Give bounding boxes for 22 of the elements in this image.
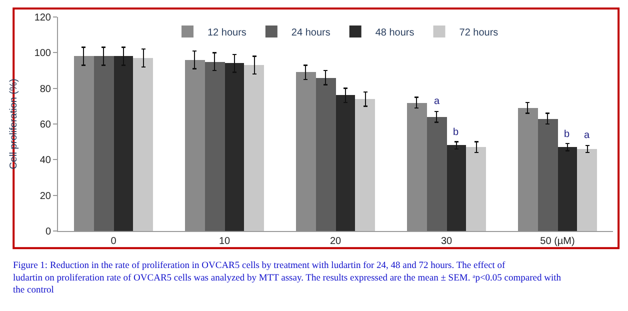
y-tick-label: 20 xyxy=(40,190,52,202)
x-tick-label: 0 xyxy=(110,236,117,247)
annotation: b xyxy=(453,127,459,138)
x-tick-label: 30 xyxy=(440,236,452,247)
y-tick-label: 60 xyxy=(40,120,52,130)
legend-label: 72 hours xyxy=(459,27,498,38)
caption: Figure 1: Reduction in the rate of proliferation in OVCAR5 cells by treatment with ludartin for 24, 48 and 72 hours. The effect of ludartin on proliferation rate of OVCAR5 cells was analyzed by MTT assay. The results expressed are the mean ± SEM. ᵃp<0.05 compared with the control xyxy=(13,261,562,296)
x-tick-label: 50 (µM) xyxy=(540,236,575,247)
y-tick-label: 80 xyxy=(40,84,52,95)
annotation: b xyxy=(564,129,570,140)
x-tick-label: 20 xyxy=(330,236,342,247)
annotation: a xyxy=(434,96,440,107)
x-tick-label: 10 xyxy=(218,236,230,247)
legend-label: 24 hours xyxy=(291,27,330,38)
y-tick-label: 40 xyxy=(40,155,52,166)
legend-label: 12 hours xyxy=(208,27,246,38)
y-tick-label: 100 xyxy=(34,48,52,60)
legend-label: 48 hours xyxy=(375,27,414,38)
y-tick-label: 0 xyxy=(45,226,52,238)
y-axis-title: Cell proliferation (%) xyxy=(8,78,20,170)
y-tick-label: 120 xyxy=(34,12,52,24)
annotation: a xyxy=(584,130,590,141)
